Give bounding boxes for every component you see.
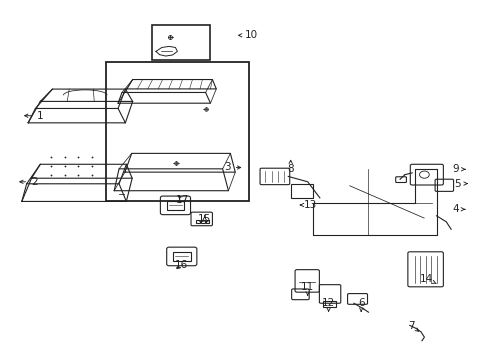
Bar	[322, 301, 336, 307]
Text: 1: 1	[24, 111, 43, 121]
Text: 14: 14	[419, 274, 435, 284]
Bar	[196, 220, 200, 223]
Text: 12: 12	[321, 298, 335, 311]
Bar	[290, 184, 312, 198]
Bar	[201, 220, 204, 223]
Text: 10: 10	[238, 30, 258, 40]
Text: 15: 15	[198, 213, 211, 224]
Text: 8: 8	[287, 160, 293, 174]
Bar	[152, 24, 210, 60]
Text: 6: 6	[357, 298, 364, 311]
Bar	[173, 252, 190, 261]
Text: 9: 9	[452, 164, 464, 174]
Bar	[205, 220, 209, 223]
Text: 7: 7	[407, 321, 418, 331]
Text: 17: 17	[176, 195, 189, 204]
Text: 11: 11	[301, 282, 314, 295]
Text: 5: 5	[453, 179, 466, 189]
Bar	[106, 62, 249, 202]
Text: 3: 3	[224, 162, 240, 172]
Bar	[166, 201, 184, 210]
Text: 16: 16	[174, 260, 187, 270]
Text: 2: 2	[20, 177, 38, 187]
Text: 13: 13	[300, 200, 316, 210]
Text: 4: 4	[452, 204, 464, 214]
